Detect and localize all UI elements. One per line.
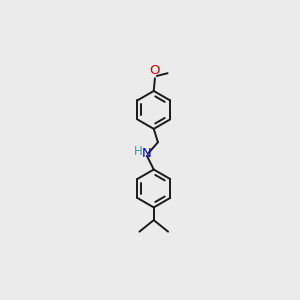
Text: N: N	[142, 147, 152, 160]
Text: H: H	[134, 145, 142, 158]
Text: O: O	[149, 64, 160, 77]
